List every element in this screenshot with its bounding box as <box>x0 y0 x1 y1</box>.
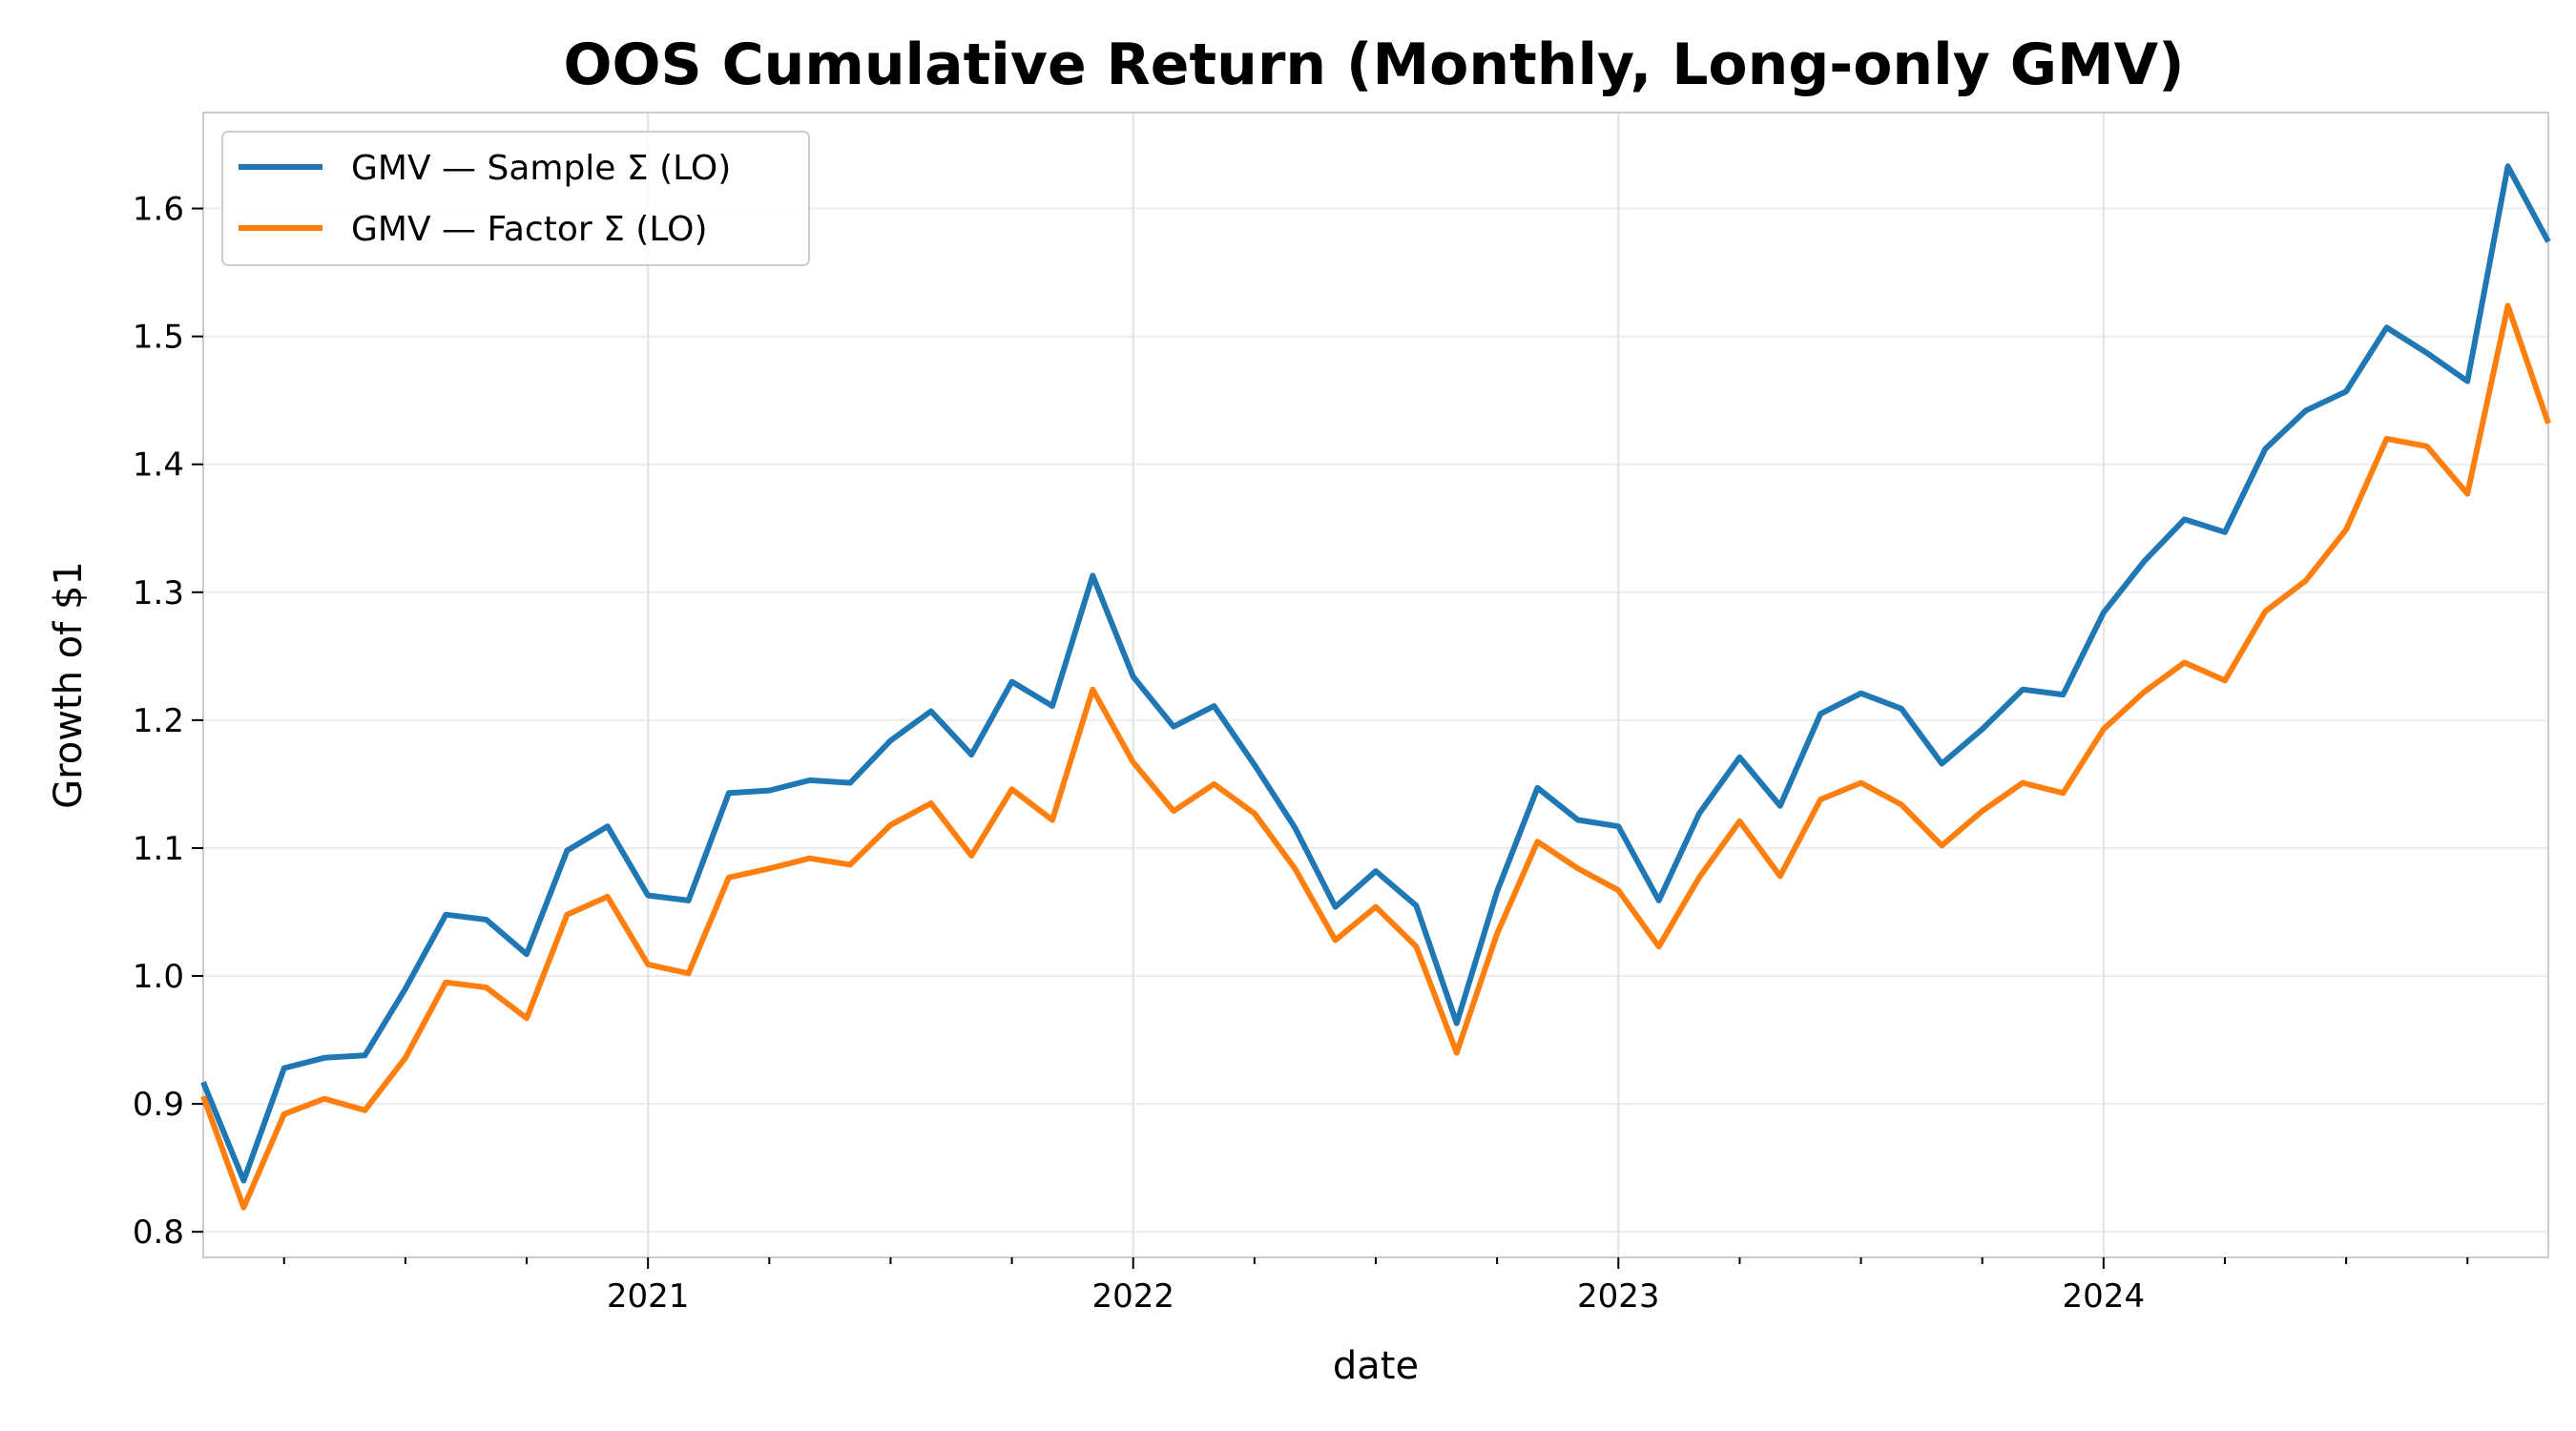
x-tick-label: 2021 <box>607 1277 690 1316</box>
legend-label: GMV — Sample Σ (LO) <box>351 149 731 188</box>
y-tick-label: 1.2 <box>133 702 184 740</box>
y-tick-label: 0.8 <box>133 1213 184 1252</box>
y-tick-label: 0.9 <box>133 1086 184 1124</box>
y-tick-label: 1.6 <box>133 191 184 229</box>
y-axis-label: Growth of $1 <box>47 561 91 809</box>
axes: 0.8 0.9 1.0 1.1 1.2 1.3 1.4 1.5 1.6 2021 2022 2023 2… <box>133 191 2469 1316</box>
y-tick-label: 1.1 <box>133 830 184 868</box>
x-tick-label: 2024 <box>2063 1277 2146 1316</box>
y-tick-label: 1.5 <box>133 319 184 357</box>
x-tick-label: 2023 <box>1577 1277 1660 1316</box>
series-line <box>200 302 2551 1211</box>
y-tick-label: 1.4 <box>133 446 184 485</box>
legend-box <box>221 131 810 266</box>
chart-title: OOS Cumulative Return (Monthly, Long-onl… <box>563 31 2184 98</box>
y-tick-label: 1.3 <box>133 574 184 612</box>
series-lines <box>200 163 2551 1211</box>
series-line <box>200 163 2551 1184</box>
x-tick-label: 2022 <box>1091 1277 1174 1316</box>
legend: GMV — Sample Σ (LO) GMV — Factor Σ (LO) <box>221 131 810 266</box>
legend-label: GMV — Factor Σ (LO) <box>351 210 708 249</box>
y-tick-label: 1.0 <box>133 958 184 996</box>
x-axis-label: date <box>1333 1344 1419 1388</box>
